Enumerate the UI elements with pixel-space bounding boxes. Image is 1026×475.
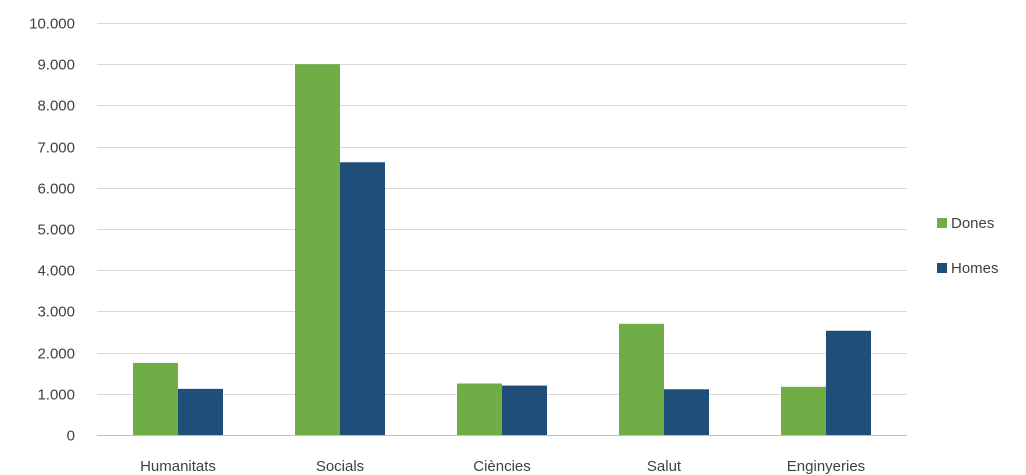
bar-dones-2 [457,383,502,435]
bar-homes-1 [340,162,385,436]
legend-label-dones: Dones [951,215,994,232]
bar-dones-1 [295,64,340,435]
y-tick-label: 10.000 [29,16,75,33]
y-tick-label: 2.000 [37,346,75,363]
x-category-label: Salut [647,458,682,475]
y-tick-label: 4.000 [37,263,75,280]
y-tick-label: 5.000 [37,222,75,239]
bar-dones-0 [133,362,178,435]
bar-dones-4 [781,386,826,435]
x-category-label: Ciències [473,458,531,475]
bar-homes-2 [502,385,547,435]
x-category-label: Humanitats [140,458,216,475]
legend-swatch-homes [937,263,947,273]
bar-dones-3 [619,323,664,435]
bar-homes-4 [826,330,871,435]
legend-label-homes: Homes [951,260,999,277]
bar-homes-3 [664,389,709,435]
y-tick-label: 6.000 [37,181,75,198]
x-axis-category-labels: Humanitats Socials Ciències Salut Enginyerie… [140,458,865,475]
gridlines [97,23,907,395]
legend: Dones Homes [937,215,999,277]
legend-swatch-dones [937,218,947,228]
y-tick-label: 8.000 [37,98,75,115]
x-category-label: Socials [316,458,364,475]
bar-homes-0 [178,388,223,435]
y-tick-label: 1.000 [37,387,75,404]
y-tick-label: 3.000 [37,304,75,321]
x-category-label: Enginyeries [787,458,865,475]
y-tick-label: 9.000 [37,57,75,74]
y-tick-label: 0 [67,428,75,445]
y-axis-tick-labels: 0 1.000 2.000 3.000 4.000 5.000 6.000 7.000 8.00… [29,16,75,445]
y-tick-label: 7.000 [37,140,75,157]
bars [133,64,871,436]
